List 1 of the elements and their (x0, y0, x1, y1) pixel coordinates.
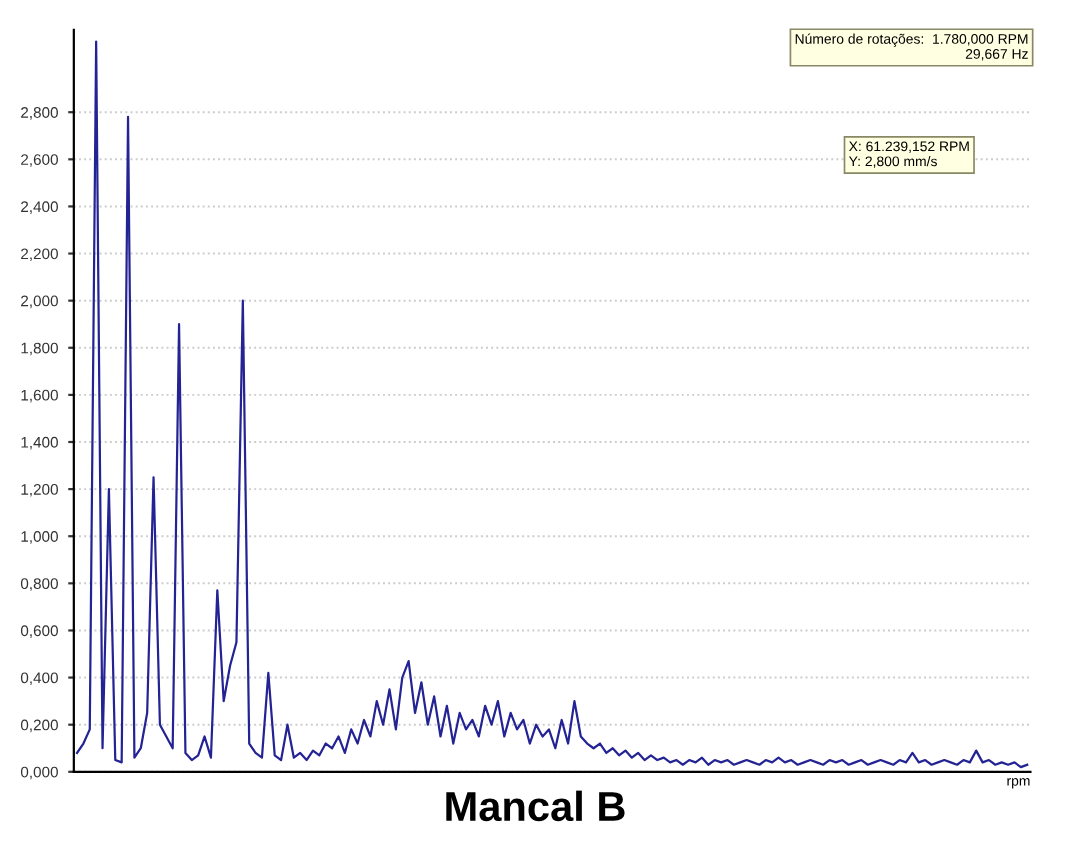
text: Mancal B (446, 790, 625, 822)
